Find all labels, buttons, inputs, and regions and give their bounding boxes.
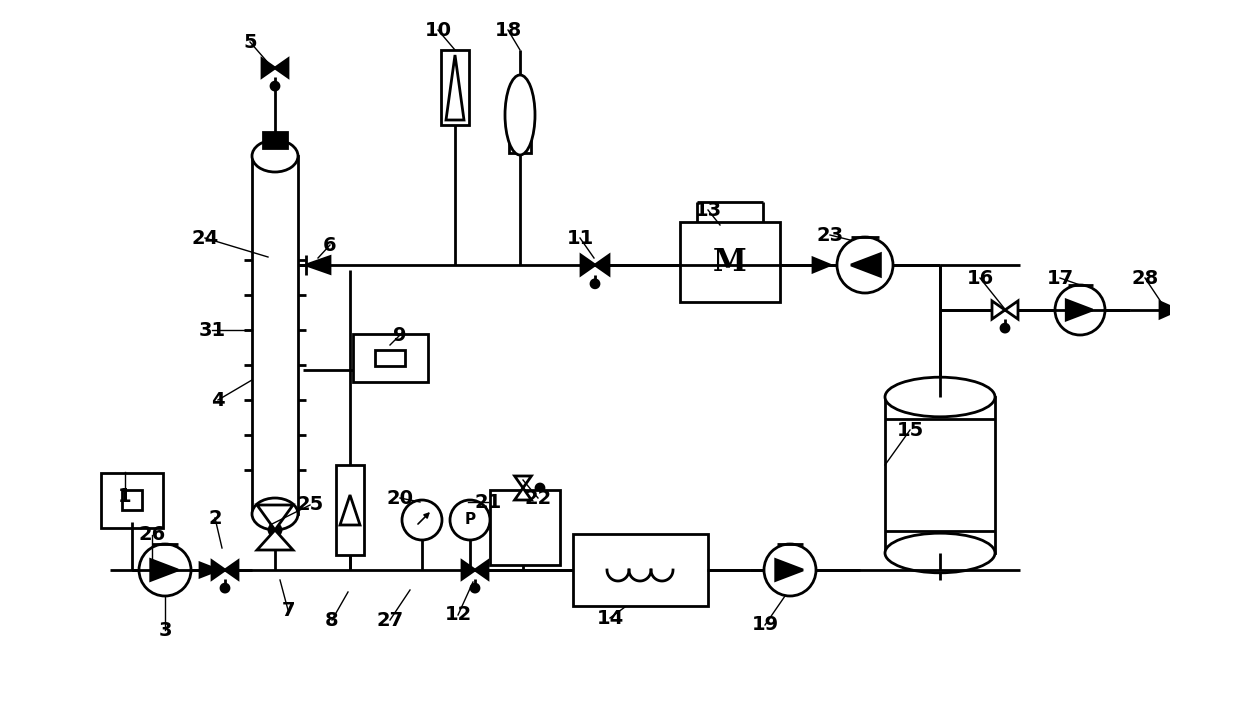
Circle shape	[591, 280, 599, 288]
Polygon shape	[340, 495, 360, 525]
Polygon shape	[992, 301, 1004, 319]
Circle shape	[139, 544, 191, 596]
Text: 4: 4	[211, 391, 224, 410]
Polygon shape	[151, 560, 179, 580]
Text: 6: 6	[324, 236, 337, 254]
Bar	[573, 534, 708, 606]
Text: 10: 10	[424, 21, 451, 39]
Text: 26: 26	[139, 526, 166, 545]
Circle shape	[269, 524, 281, 536]
Text: 16: 16	[966, 268, 993, 288]
Text: 15: 15	[897, 421, 924, 440]
Text: 27: 27	[377, 610, 403, 630]
Polygon shape	[1159, 302, 1178, 318]
Text: 1: 1	[118, 488, 131, 506]
Circle shape	[1001, 324, 1009, 332]
Bar	[441, 50, 469, 125]
Ellipse shape	[252, 498, 298, 530]
Circle shape	[272, 82, 279, 90]
Bar	[336, 465, 365, 555]
Text: 5: 5	[243, 33, 257, 51]
Circle shape	[1055, 285, 1105, 335]
Text: 21: 21	[475, 493, 502, 511]
Text: 25: 25	[296, 496, 324, 515]
Ellipse shape	[885, 533, 994, 573]
Text: 13: 13	[694, 201, 722, 219]
Text: 24: 24	[191, 228, 218, 248]
Ellipse shape	[252, 140, 298, 172]
Text: P: P	[465, 513, 476, 528]
Circle shape	[837, 237, 893, 293]
Text: 17: 17	[1047, 268, 1074, 288]
Polygon shape	[1004, 301, 1018, 319]
Polygon shape	[257, 505, 293, 530]
Polygon shape	[776, 560, 804, 580]
Circle shape	[450, 500, 490, 540]
Polygon shape	[595, 255, 609, 275]
Polygon shape	[813, 258, 830, 272]
Bar	[508, 125, 531, 153]
Text: 14: 14	[596, 608, 624, 628]
Circle shape	[221, 584, 229, 592]
Polygon shape	[851, 253, 880, 276]
Bar	[680, 222, 780, 302]
Polygon shape	[212, 561, 224, 579]
Circle shape	[471, 584, 479, 592]
Circle shape	[536, 484, 544, 492]
Text: 20: 20	[387, 488, 413, 508]
Polygon shape	[306, 256, 330, 273]
Text: 3: 3	[159, 620, 172, 640]
Bar	[885, 397, 994, 553]
Polygon shape	[1066, 300, 1092, 320]
Text: 9: 9	[393, 326, 407, 344]
Text: 19: 19	[751, 615, 779, 635]
Text: 8: 8	[325, 610, 339, 630]
Bar	[263, 132, 286, 148]
Polygon shape	[446, 55, 464, 120]
Text: 2: 2	[208, 508, 222, 528]
Polygon shape	[463, 561, 475, 579]
Polygon shape	[515, 488, 532, 500]
Text: Μ: Μ	[713, 246, 746, 278]
Text: 18: 18	[495, 21, 522, 39]
Text: 22: 22	[525, 488, 552, 508]
Polygon shape	[515, 476, 532, 488]
Text: 7: 7	[281, 600, 295, 620]
Text: 31: 31	[198, 321, 226, 339]
Text: 11: 11	[567, 228, 594, 248]
Bar	[252, 156, 298, 514]
Text: 12: 12	[444, 605, 471, 625]
Polygon shape	[200, 563, 218, 577]
Polygon shape	[262, 59, 275, 77]
Text: 23: 23	[816, 226, 843, 244]
Polygon shape	[257, 530, 293, 550]
Bar	[100, 473, 162, 528]
Bar	[353, 334, 428, 382]
Ellipse shape	[885, 377, 994, 417]
Bar	[122, 490, 143, 510]
Circle shape	[402, 500, 441, 540]
Polygon shape	[224, 561, 238, 579]
Circle shape	[764, 544, 816, 596]
Bar	[374, 350, 405, 366]
Bar	[490, 490, 560, 565]
Ellipse shape	[505, 75, 534, 155]
Polygon shape	[275, 59, 288, 77]
Polygon shape	[582, 255, 595, 275]
Polygon shape	[475, 561, 489, 579]
Text: 28: 28	[1131, 268, 1158, 288]
